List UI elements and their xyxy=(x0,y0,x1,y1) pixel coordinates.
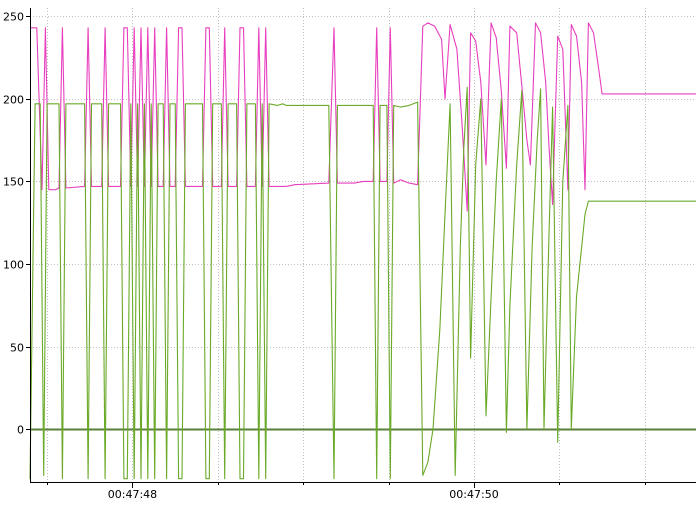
y-tick-label: 0 xyxy=(17,424,24,437)
y-tick-label: 150 xyxy=(3,176,24,189)
axes xyxy=(26,8,696,488)
series-line-green xyxy=(29,86,696,480)
y-tick-label: 50 xyxy=(10,342,24,355)
series-line-pink xyxy=(30,22,696,212)
y-tick-labels: 0 50 100 150 200 250 xyxy=(3,11,24,437)
x-tick-labels: 00:47:48 00:47:50 xyxy=(108,488,499,501)
x-tick-label: 00:47:50 xyxy=(449,488,498,501)
y-tick-label: 250 xyxy=(3,11,24,24)
y-tick-label: 100 xyxy=(3,259,24,272)
series-lines xyxy=(29,22,696,480)
x-tick-label: 00:47:48 xyxy=(108,488,157,501)
y-tick-label: 200 xyxy=(3,94,24,107)
